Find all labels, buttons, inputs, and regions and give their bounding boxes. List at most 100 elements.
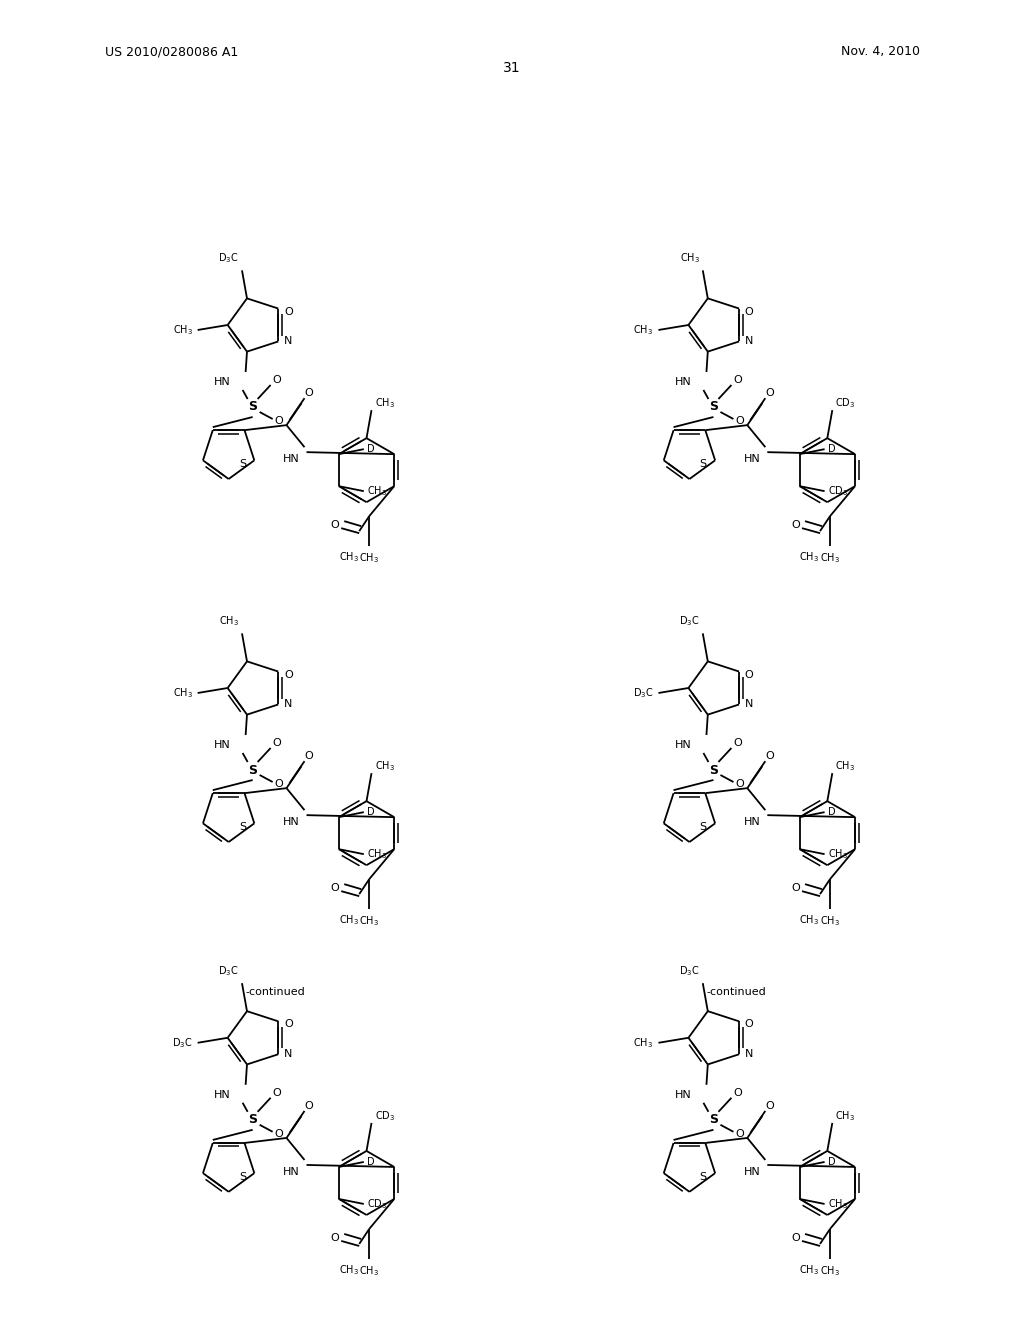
Text: S: S (239, 1172, 246, 1183)
Text: S: S (709, 1113, 718, 1126)
Text: O: O (744, 1019, 754, 1030)
Text: CH$_3$: CH$_3$ (359, 1265, 379, 1278)
Text: US 2010/0280086 A1: US 2010/0280086 A1 (105, 45, 239, 58)
Text: O: O (272, 375, 281, 385)
Text: O: O (284, 669, 293, 680)
Text: CH$_3$: CH$_3$ (375, 759, 394, 774)
Text: S: S (239, 822, 246, 833)
Text: S: S (709, 763, 718, 776)
Text: CH$_3$: CH$_3$ (800, 550, 819, 564)
Text: CH$_3$: CH$_3$ (827, 1197, 848, 1210)
Text: N: N (284, 1049, 293, 1059)
Text: S: S (248, 1113, 257, 1126)
Text: CH$_3$: CH$_3$ (375, 396, 394, 411)
Text: D: D (367, 444, 375, 454)
Text: O: O (735, 779, 743, 789)
Text: HN: HN (214, 741, 230, 750)
Text: D: D (367, 1156, 375, 1167)
Text: O: O (735, 1129, 743, 1139)
Text: -continued: -continued (707, 987, 766, 997)
Text: N: N (744, 337, 754, 346)
Text: O: O (733, 375, 741, 385)
Text: O: O (792, 1233, 801, 1243)
Text: O: O (274, 416, 283, 426)
Text: O: O (304, 388, 313, 399)
Text: N: N (744, 1049, 754, 1059)
Text: S: S (699, 459, 707, 470)
Text: CH$_3$: CH$_3$ (820, 552, 840, 565)
Text: D: D (827, 444, 836, 454)
Text: HN: HN (675, 378, 691, 387)
Text: CH$_3$: CH$_3$ (820, 1265, 840, 1278)
Text: HN: HN (214, 1090, 230, 1100)
Text: Nov. 4, 2010: Nov. 4, 2010 (841, 45, 920, 58)
Text: CH$_3$: CH$_3$ (173, 323, 193, 337)
Text: O: O (284, 306, 293, 317)
Text: D$_3$C: D$_3$C (633, 686, 653, 700)
Text: CH$_3$: CH$_3$ (339, 1263, 358, 1276)
Text: O: O (744, 306, 754, 317)
Text: CH$_3$: CH$_3$ (634, 1036, 653, 1049)
Text: HN: HN (675, 741, 691, 750)
Text: O: O (792, 520, 801, 531)
Text: CH$_3$: CH$_3$ (367, 484, 387, 498)
Text: O: O (304, 751, 313, 762)
Text: D$_3$C: D$_3$C (679, 965, 699, 978)
Text: CH$_3$: CH$_3$ (339, 913, 358, 927)
Text: D: D (367, 807, 375, 817)
Text: HN: HN (214, 378, 230, 387)
Text: D: D (827, 1156, 836, 1167)
Text: S: S (248, 763, 257, 776)
Text: O: O (274, 779, 283, 789)
Text: S: S (239, 459, 246, 470)
Text: O: O (792, 883, 801, 894)
Text: -continued: -continued (246, 987, 305, 997)
Text: CH$_3$: CH$_3$ (634, 323, 653, 337)
Text: O: O (304, 1101, 313, 1111)
Text: O: O (331, 1233, 340, 1243)
Text: O: O (733, 738, 741, 748)
Text: O: O (733, 1088, 741, 1098)
Text: CH$_3$: CH$_3$ (367, 847, 387, 861)
Text: D: D (827, 807, 836, 817)
Text: CH$_3$: CH$_3$ (173, 686, 193, 700)
Text: CD$_3$: CD$_3$ (367, 1197, 387, 1210)
Text: O: O (272, 738, 281, 748)
Text: 31: 31 (503, 61, 521, 75)
Text: HN: HN (743, 817, 760, 828)
Text: N: N (284, 337, 293, 346)
Text: O: O (272, 1088, 281, 1098)
Text: CH$_3$: CH$_3$ (219, 615, 239, 628)
Text: D$_3$C: D$_3$C (172, 1036, 193, 1049)
Text: CD$_3$: CD$_3$ (375, 1109, 394, 1123)
Text: O: O (765, 751, 774, 762)
Text: HN: HN (283, 1167, 299, 1177)
Text: HN: HN (743, 454, 760, 465)
Text: CH$_3$: CH$_3$ (836, 759, 855, 774)
Text: O: O (331, 520, 340, 531)
Text: CD$_3$: CD$_3$ (827, 484, 848, 498)
Text: N: N (744, 700, 754, 709)
Text: S: S (709, 400, 718, 413)
Text: CH$_3$: CH$_3$ (680, 252, 699, 265)
Text: O: O (765, 1101, 774, 1111)
Text: O: O (765, 388, 774, 399)
Text: CD$_3$: CD$_3$ (836, 396, 855, 411)
Text: D$_3$C: D$_3$C (679, 615, 699, 628)
Text: HN: HN (283, 817, 299, 828)
Text: HN: HN (743, 1167, 760, 1177)
Text: O: O (735, 416, 743, 426)
Text: D$_3$C: D$_3$C (218, 252, 239, 265)
Text: HN: HN (675, 1090, 691, 1100)
Text: CH$_3$: CH$_3$ (359, 915, 379, 928)
Text: O: O (274, 1129, 283, 1139)
Text: O: O (331, 883, 340, 894)
Text: O: O (744, 669, 754, 680)
Text: CH$_3$: CH$_3$ (339, 550, 358, 564)
Text: S: S (699, 1172, 707, 1183)
Text: D$_3$C: D$_3$C (218, 965, 239, 978)
Text: N: N (284, 700, 293, 709)
Text: CH$_3$: CH$_3$ (800, 913, 819, 927)
Text: CH$_3$: CH$_3$ (800, 1263, 819, 1276)
Text: CH$_3$: CH$_3$ (836, 1109, 855, 1123)
